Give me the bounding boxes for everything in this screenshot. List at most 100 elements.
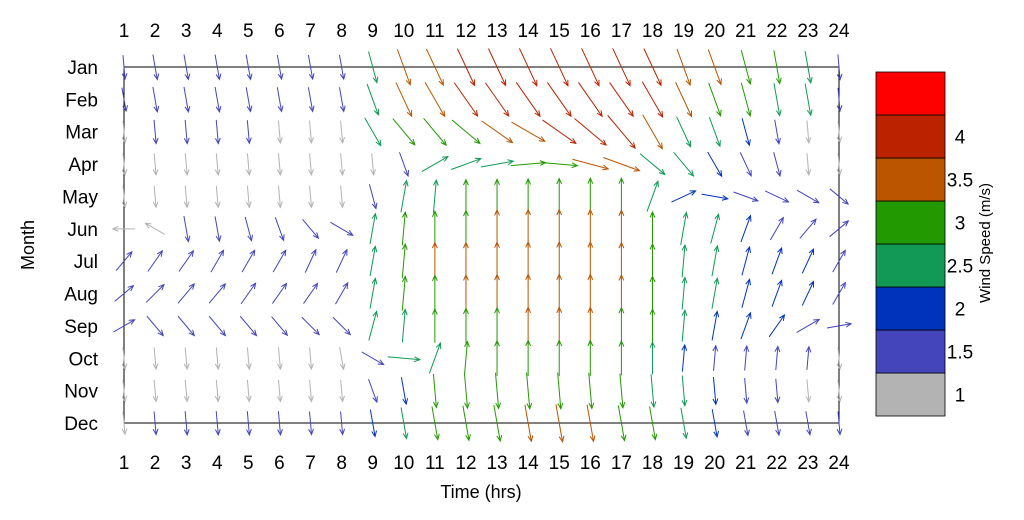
x-tick-label-top: 19: [673, 21, 694, 42]
wind-arrow: [431, 307, 438, 343]
wind-arrow: [277, 153, 283, 177]
wind-arrow: [152, 411, 159, 436]
wind-arrow: [152, 347, 159, 371]
wind-arrow: [395, 82, 413, 118]
x-tick-label-bottom: 18: [642, 453, 663, 474]
wind-arrow: [805, 411, 812, 436]
wind-arrow: [208, 282, 227, 304]
wind-arrow: [369, 245, 378, 277]
wind-arrow: [244, 216, 253, 242]
wind-arrow: [432, 373, 439, 409]
colorbar-band: [875, 329, 946, 374]
x-tick-label-bottom: 21: [735, 453, 756, 474]
y-tick-label: Oct: [68, 349, 98, 370]
wind-arrow: [332, 316, 352, 336]
x-tick-label-bottom: 4: [212, 453, 223, 474]
wind-arrow: [826, 321, 853, 329]
x-tick-label-bottom: 10: [393, 453, 414, 474]
wind-arrow: [649, 307, 656, 343]
wind-arrow: [431, 406, 440, 441]
wind-arrow: [524, 404, 534, 443]
x-tick-label-bottom: 22: [766, 453, 787, 474]
colorbar-tick-label: 2.5: [947, 257, 973, 278]
wind-arrow: [245, 87, 253, 113]
x-tick-label-top: 24: [828, 21, 850, 42]
wind-arrow: [302, 219, 320, 240]
wind-arrow: [581, 48, 600, 87]
wind-arrow: [639, 153, 666, 176]
wind-arrow: [556, 306, 563, 345]
wind-arrow: [183, 54, 191, 81]
wind-arrow: [246, 120, 252, 145]
wind-arrow: [277, 185, 283, 209]
colorbar-tick-label: 4: [955, 128, 966, 149]
wind-arrow: [494, 306, 500, 345]
wind-arrow: [121, 411, 128, 436]
colorbar-band: [875, 71, 946, 116]
wind-arrow: [805, 345, 812, 370]
wind-arrow: [245, 185, 252, 209]
colorbar-band: [875, 243, 946, 288]
wind-arrows: [111, 48, 853, 443]
wind-arrow: [339, 185, 345, 209]
wind-arrow: [463, 241, 469, 280]
wind-arrow: [832, 249, 846, 273]
wind-arrow: [711, 277, 720, 309]
wind-arrow: [463, 307, 469, 344]
wind-arrow: [423, 118, 447, 147]
x-tick-label-bottom: 14: [518, 453, 540, 474]
wind-arrow: [546, 82, 572, 118]
wind-arrow: [480, 159, 515, 168]
colorbar-band: [875, 157, 946, 202]
wind-arrow: [796, 189, 820, 204]
wind-arrow: [712, 344, 719, 371]
wind-arrow: [240, 282, 257, 305]
wind-arrow: [308, 411, 314, 436]
x-tick-label-bottom: 1: [119, 453, 130, 474]
wind-arrow: [183, 379, 190, 403]
wind-arrow: [113, 319, 136, 333]
y-tick-label: Sep: [64, 317, 98, 338]
wind-arrow: [617, 405, 627, 442]
x-tick-label-top: 4: [212, 21, 223, 42]
wind-arrow: [453, 82, 479, 117]
wind-arrow: [431, 210, 438, 247]
wind-arrow: [335, 248, 348, 273]
wind-arrow: [542, 119, 577, 145]
wind-arrow: [701, 193, 729, 201]
wind-arrow: [431, 274, 438, 312]
x-axis-title: Time (hrs): [440, 482, 521, 502]
wind-arrow: [276, 87, 284, 113]
y-tick-label: Aug: [64, 285, 98, 306]
x-tick-label-bottom: 5: [243, 453, 254, 474]
wind-arrow: [387, 356, 422, 363]
wind-arrow: [396, 49, 412, 86]
wind-arrow: [481, 120, 514, 144]
wind-arrow: [801, 280, 815, 306]
wind-arrow: [339, 347, 346, 371]
wind-arrow: [836, 121, 843, 144]
wind-arrow: [401, 210, 408, 246]
wind-arrow: [681, 375, 688, 407]
wind-arrow: [245, 347, 252, 371]
wind-arrow: [556, 339, 563, 377]
colorbar-band: [875, 286, 946, 331]
wind-arrow: [339, 120, 346, 145]
x-tick-label-bottom: 20: [704, 453, 725, 474]
wind-arrow: [463, 209, 469, 248]
wind-arrow: [246, 411, 252, 437]
colorbar-title: Wind Speed (m/s): [977, 183, 994, 303]
wind-arrow: [463, 373, 470, 410]
wind-arrow: [368, 184, 378, 210]
wind-arrow: [649, 406, 658, 441]
wind-arrow: [804, 83, 813, 117]
wind-arrow: [463, 273, 469, 313]
wind-arrow: [773, 152, 782, 178]
x-tick-label-top: 20: [704, 21, 725, 42]
wind-arrow: [277, 120, 283, 145]
wind-arrow: [152, 185, 159, 209]
wind-arrow: [494, 178, 500, 214]
wind-arrow: [361, 351, 385, 366]
wind-arrow: [805, 379, 812, 404]
wind-arrow: [643, 48, 662, 87]
